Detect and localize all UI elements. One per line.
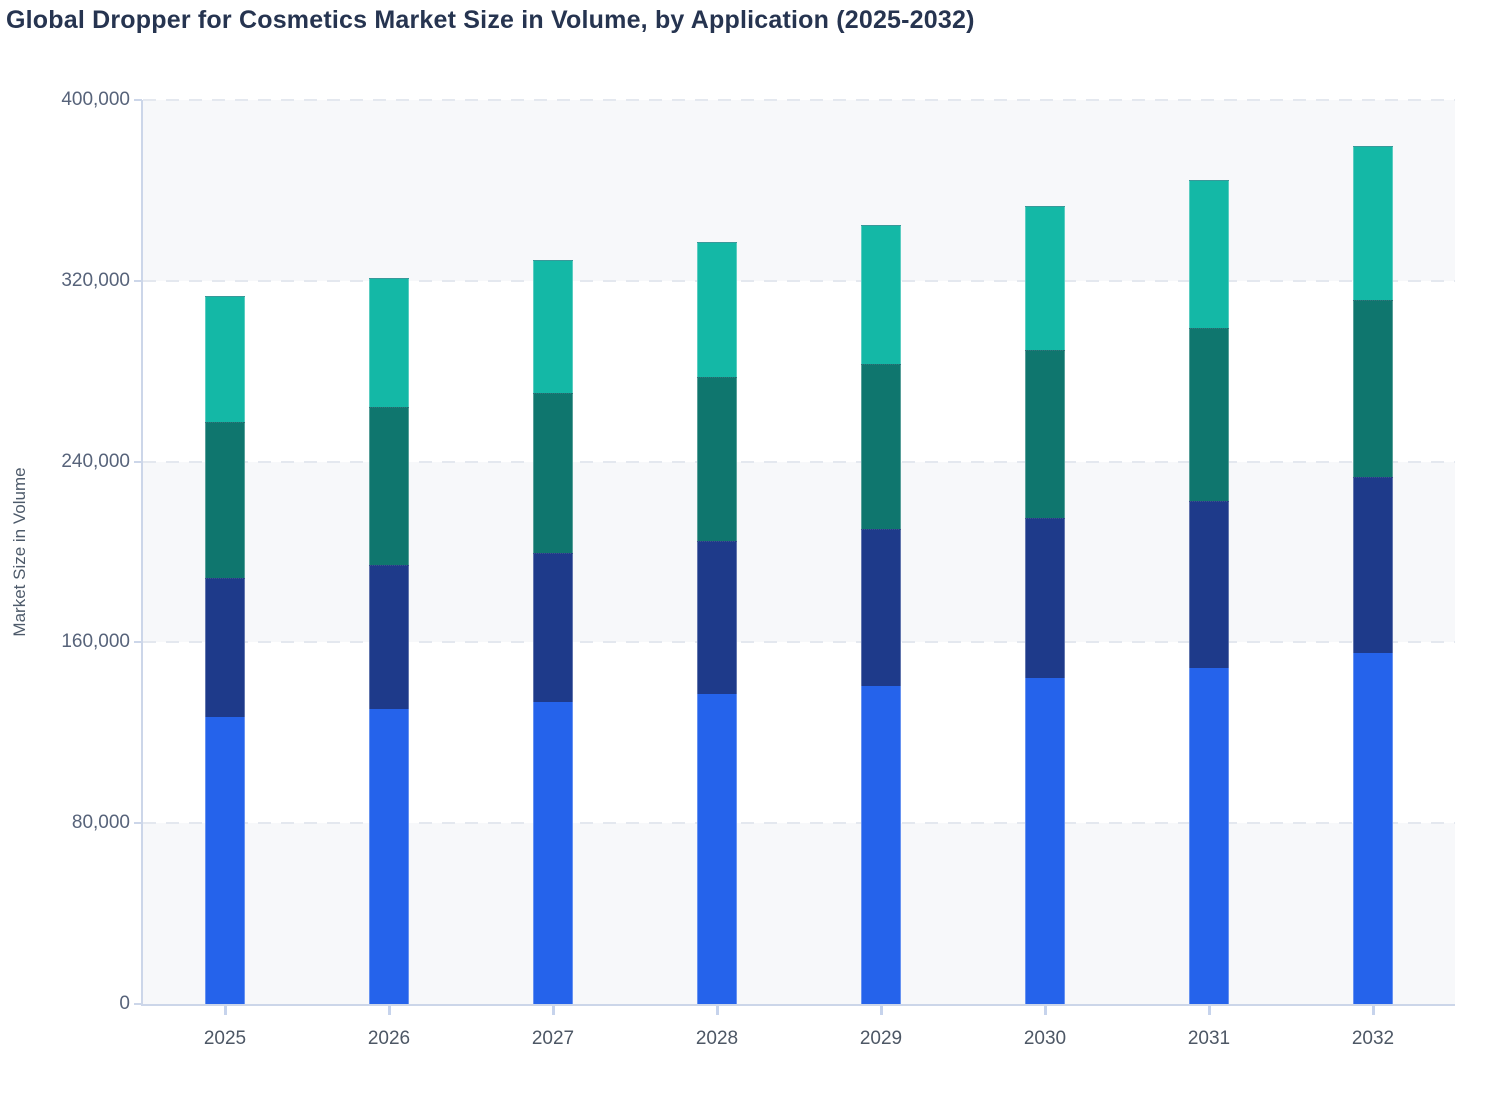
x-tick-label-2028: 2028 xyxy=(695,1028,739,1049)
bar-segment-application-3-dark-teal-2027[interactable] xyxy=(533,392,573,553)
bar-segment-application-1-bottom-blue-2026[interactable] xyxy=(369,708,409,1004)
bar-segment-application-1-bottom-blue-2031[interactable] xyxy=(1189,668,1229,1004)
bar-group-2032[interactable] xyxy=(1353,145,1393,1004)
x-axis-tick xyxy=(715,1006,719,1015)
bar-segment-application-2-navy-2025[interactable] xyxy=(205,577,245,717)
bar-segment-application-4-teal-2030[interactable] xyxy=(1025,205,1065,350)
bar-segment-application-4-teal-2025[interactable] xyxy=(205,296,245,423)
plot-band xyxy=(143,461,1455,643)
bar-segment-application-3-dark-teal-2029[interactable] xyxy=(861,363,901,529)
bar-segment-application-4-teal-2027[interactable] xyxy=(533,260,573,393)
x-axis-tick xyxy=(387,1006,391,1015)
x-tick-label-2032: 2032 xyxy=(1351,1028,1395,1049)
gridline xyxy=(143,279,1455,282)
bar-segment-application-4-teal-2032[interactable] xyxy=(1353,145,1393,300)
y-axis-tick xyxy=(134,99,142,101)
x-axis-tick xyxy=(1043,1006,1047,1015)
bar-segment-application-1-bottom-blue-2028[interactable] xyxy=(697,693,737,1004)
x-axis-tick xyxy=(1207,1006,1211,1015)
bar-segment-application-4-teal-2026[interactable] xyxy=(369,278,409,408)
gridline xyxy=(143,822,1455,825)
gridline xyxy=(143,641,1455,644)
x-tick-label-2030: 2030 xyxy=(1023,1028,1067,1049)
bar-segment-application-1-bottom-blue-2032[interactable] xyxy=(1353,653,1393,1004)
x-tick-label-2027: 2027 xyxy=(531,1028,575,1049)
plot-band xyxy=(143,100,1455,281)
y-axis-tick xyxy=(134,822,142,825)
x-tick-label-2025: 2025 xyxy=(203,1028,247,1049)
bar-segment-application-3-dark-teal-2030[interactable] xyxy=(1025,349,1065,519)
gridline xyxy=(143,99,1455,101)
x-axis-tick xyxy=(223,1006,227,1015)
bar-segment-application-2-navy-2029[interactable] xyxy=(861,528,901,687)
plot-band xyxy=(143,280,1455,462)
y-tick-label: 240,000 xyxy=(61,450,130,472)
gridline xyxy=(143,460,1455,463)
bar-segment-application-3-dark-teal-2026[interactable] xyxy=(369,407,409,566)
y-tick-label: 80,000 xyxy=(71,812,130,834)
bar-segment-application-3-dark-teal-2025[interactable] xyxy=(205,422,245,578)
bar-group-2027[interactable] xyxy=(533,260,573,1004)
bar-segment-application-2-navy-2027[interactable] xyxy=(533,552,573,702)
bar-segment-application-4-teal-2029[interactable] xyxy=(861,224,901,364)
y-axis-tick xyxy=(134,641,142,644)
bar-segment-application-2-navy-2026[interactable] xyxy=(369,565,409,709)
chart-title: Global Dropper for Cosmetics Market Size… xyxy=(6,6,975,34)
bar-group-2025[interactable] xyxy=(205,296,245,1004)
y-axis-tick xyxy=(134,279,142,282)
y-axis-tick xyxy=(134,460,142,463)
plot-band xyxy=(143,642,1455,824)
bar-segment-application-4-teal-2028[interactable] xyxy=(697,241,737,378)
bar-segment-application-1-bottom-blue-2025[interactable] xyxy=(205,716,245,1004)
bar-segment-application-2-navy-2030[interactable] xyxy=(1025,518,1065,678)
y-axis-tick xyxy=(134,1003,142,1005)
y-axis-title: Market Size in Volume xyxy=(10,467,29,637)
bar-segment-application-4-teal-2031[interactable] xyxy=(1189,180,1229,329)
x-tick-label-2029: 2029 xyxy=(859,1028,903,1049)
x-tick-label-2026: 2026 xyxy=(367,1028,411,1049)
bar-group-2031[interactable] xyxy=(1189,180,1229,1004)
plot-band xyxy=(143,823,1455,1004)
bar-group-2028[interactable] xyxy=(697,241,737,1004)
bar-segment-application-1-bottom-blue-2030[interactable] xyxy=(1025,677,1065,1004)
bar-segment-application-2-navy-2032[interactable] xyxy=(1353,477,1393,654)
bar-group-2026[interactable] xyxy=(369,278,409,1004)
y-tick-label: 160,000 xyxy=(61,631,130,653)
bar-group-2030[interactable] xyxy=(1025,205,1065,1004)
x-axis-tick xyxy=(1371,1006,1375,1015)
bar-segment-application-3-dark-teal-2032[interactable] xyxy=(1353,299,1393,478)
y-tick-label: 320,000 xyxy=(61,269,130,291)
bar-group-2029[interactable] xyxy=(861,224,901,1004)
bar-segment-application-3-dark-teal-2031[interactable] xyxy=(1189,328,1229,502)
plot-area xyxy=(141,99,1455,1006)
y-tick-label: 0 xyxy=(119,993,130,1014)
bar-segment-application-2-navy-2028[interactable] xyxy=(697,541,737,694)
y-axis-line xyxy=(141,100,143,1004)
x-axis-tick xyxy=(879,1006,883,1015)
bar-segment-application-1-bottom-blue-2027[interactable] xyxy=(533,701,573,1004)
bar-segment-application-3-dark-teal-2028[interactable] xyxy=(697,377,737,542)
x-axis-tick xyxy=(551,1006,555,1015)
x-tick-label-2031: 2031 xyxy=(1187,1028,1231,1049)
bar-segment-application-2-navy-2031[interactable] xyxy=(1189,501,1229,669)
bar-segment-application-1-bottom-blue-2029[interactable] xyxy=(861,686,901,1004)
y-tick-label: 400,000 xyxy=(61,89,130,110)
x-axis-line xyxy=(141,1004,1455,1006)
